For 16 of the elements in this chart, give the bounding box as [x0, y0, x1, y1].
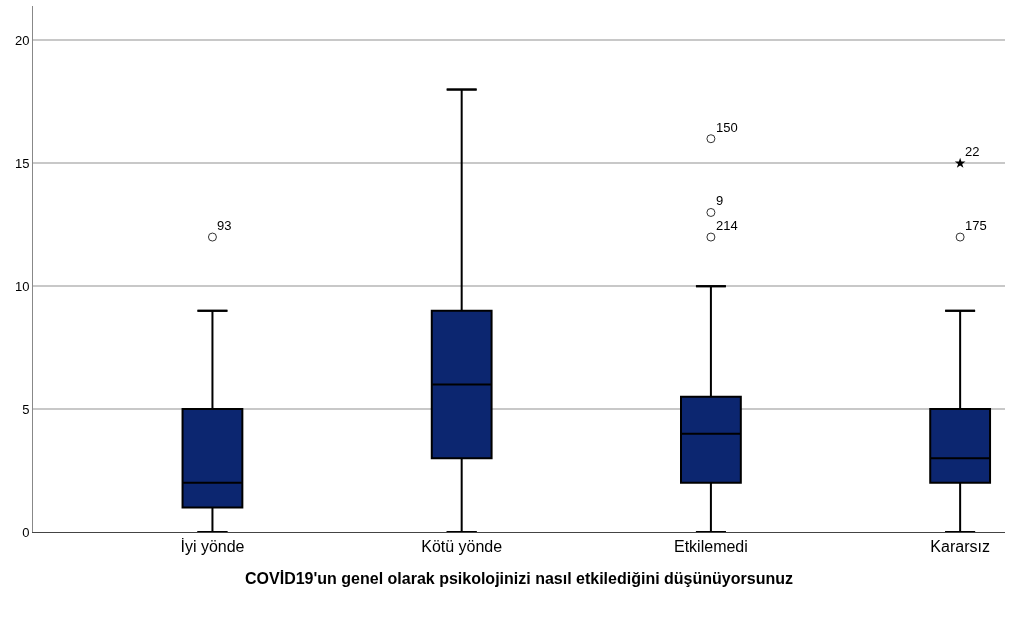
y-tick-label: 10: [14, 278, 30, 294]
x-tick-label: Etkilemedi: [674, 538, 748, 556]
y-tick-label: 15: [14, 155, 30, 171]
x-axis-title: COVİD19'un genel olarak psikolojinizi nasıl etkilediğini düşünüyorsunuz: [245, 569, 793, 587]
x-tick-label: Kötü yönde: [421, 538, 503, 556]
annotation: 22: [965, 144, 980, 159]
x-tick-label: Kararsız: [930, 538, 990, 556]
x-tick-label: İyi yönde: [180, 537, 245, 556]
annotation: 214: [716, 218, 738, 233]
annotation: 9: [716, 193, 724, 208]
annotation: 175: [965, 218, 987, 233]
y-tick-label: 0: [22, 524, 30, 540]
annotation: 150: [716, 120, 738, 135]
y-tick-label: 20: [14, 32, 30, 48]
y-tick-label: 5: [22, 401, 30, 417]
annotation: 93: [217, 218, 232, 233]
